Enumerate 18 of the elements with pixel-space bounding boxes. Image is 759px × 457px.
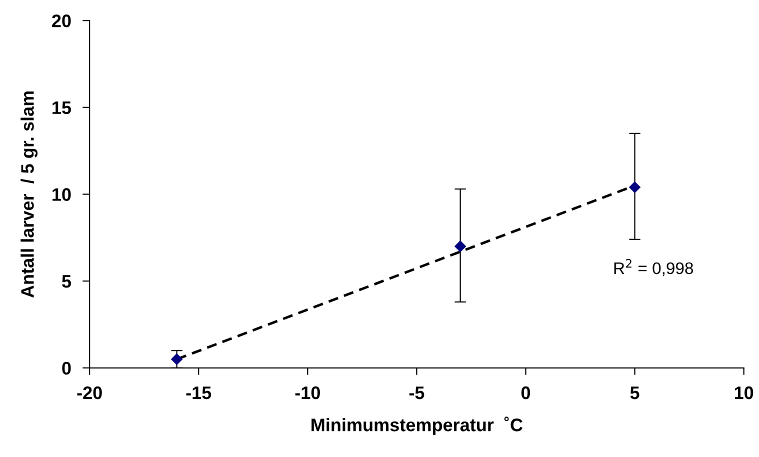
annotation: R$^{2}$ = 0,998 xyxy=(614,258,694,276)
x-tick-label: 5 xyxy=(630,386,640,400)
x-tick-label: -5 xyxy=(409,386,424,400)
y-tick-label: 15 xyxy=(52,102,72,114)
y-tick-label: 20 xyxy=(52,14,71,28)
y-axis-title: Antall larver / 5 gr. slam xyxy=(20,91,38,298)
point xyxy=(629,182,640,193)
point xyxy=(454,240,466,252)
x-axis-title: Minimumstemperatur ˚C xyxy=(312,416,523,435)
x-tick-label: 0 xyxy=(521,386,530,400)
y-tick-label: 5 xyxy=(62,275,72,288)
x-tick-label: -10 xyxy=(295,386,320,400)
x-tick-label: 10 xyxy=(734,386,754,400)
point xyxy=(171,354,182,365)
x-tick-label: -15 xyxy=(186,386,212,400)
x-tick-label: -20 xyxy=(77,386,102,400)
y-tick-label: 0 xyxy=(62,362,71,375)
y-tick-label: 10 xyxy=(52,188,71,201)
